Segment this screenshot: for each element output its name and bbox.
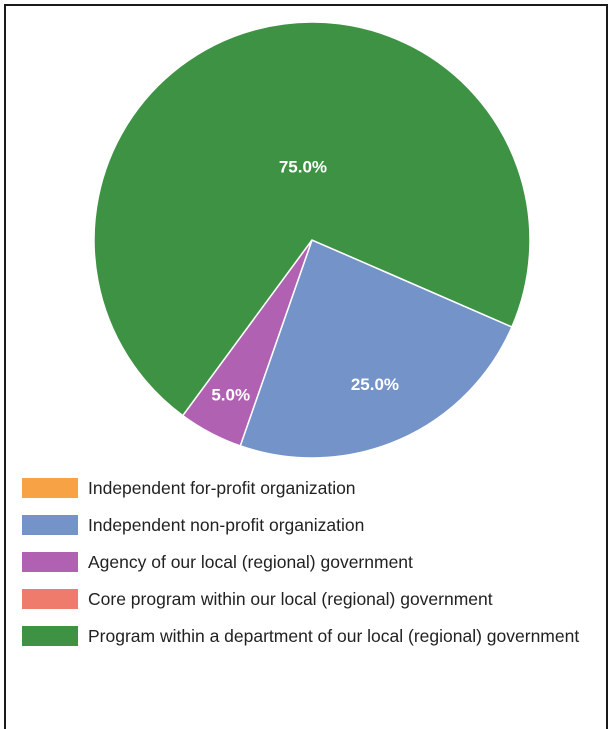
- pie-slice-1: [239, 238, 513, 459]
- slice-value-label-2: 5.0%: [211, 385, 250, 404]
- pie-chart: 25.0% 5.0% 75.0%: [93, 21, 531, 459]
- legend-swatch: [22, 478, 78, 498]
- chart-frame: [4, 4, 608, 729]
- legend-label: Independent for-profit organization: [88, 478, 356, 498]
- legend-label: Program within a department of our local…: [88, 626, 580, 646]
- legend-swatch: [22, 515, 78, 535]
- legend: Independent for-profit organization Indep…: [22, 478, 602, 663]
- legend-item: Independent for-profit organization: [22, 478, 602, 499]
- legend-label: Core program within our local (regional)…: [88, 589, 493, 609]
- legend-label: Agency of our local (regional) governmen…: [88, 552, 413, 572]
- pie-slice-4: [93, 21, 531, 417]
- legend-item: Core program within our local (regional)…: [22, 589, 602, 610]
- slice-value-label-4: 75.0%: [279, 157, 327, 176]
- legend-item: Program within a department of our local…: [22, 626, 602, 647]
- legend-item: Agency of our local (regional) governmen…: [22, 552, 602, 573]
- legend-swatch: [22, 552, 78, 572]
- legend-swatch: [22, 589, 78, 609]
- slice-value-label-1: 25.0%: [351, 375, 399, 394]
- legend-label: Independent non-profit organization: [88, 515, 365, 535]
- legend-item: Independent non-profit organization: [22, 515, 602, 536]
- legend-swatch: [22, 626, 78, 646]
